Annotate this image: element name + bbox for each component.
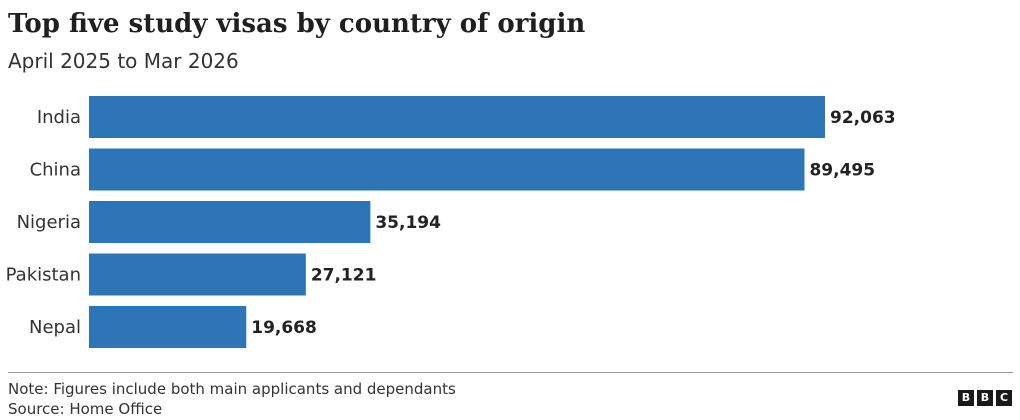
value-label: 35,194 <box>375 213 441 233</box>
bar-india <box>89 96 825 138</box>
bar-china <box>89 148 805 191</box>
chart-title: Top five study visas by country of origi… <box>8 9 586 39</box>
chart-note: Note: Figures include both main applican… <box>8 380 456 398</box>
category-label: Pakistan <box>6 265 81 286</box>
bbc-logo-letter-2: B <box>977 390 993 406</box>
value-label: 27,121 <box>311 266 377 286</box>
chart-source: Source: Home Office <box>8 400 163 418</box>
bar-pakistan <box>89 253 306 296</box>
category-label: Nepal <box>29 317 81 338</box>
value-label: 92,063 <box>830 108 896 128</box>
category-label: Nigeria <box>17 212 81 233</box>
bbc-logo-letter-1: B <box>958 390 974 406</box>
category-label: China <box>30 160 81 181</box>
bars-layer: India 92,063 China 89,495 Nigeria 35,194 Pakis… <box>6 96 896 348</box>
value-label: 89,495 <box>809 161 875 181</box>
chart-subtitle: April 2025 to Mar 2026 <box>8 49 239 73</box>
category-label: India <box>37 107 81 128</box>
bar-nigeria <box>89 201 371 243</box>
bbc-logo-letter-3: C <box>996 390 1012 406</box>
bbc-logo: B B C <box>958 390 1012 406</box>
bar-nepal <box>89 306 247 348</box>
footer-divider <box>8 372 1013 373</box>
value-label: 19,668 <box>251 318 317 338</box>
